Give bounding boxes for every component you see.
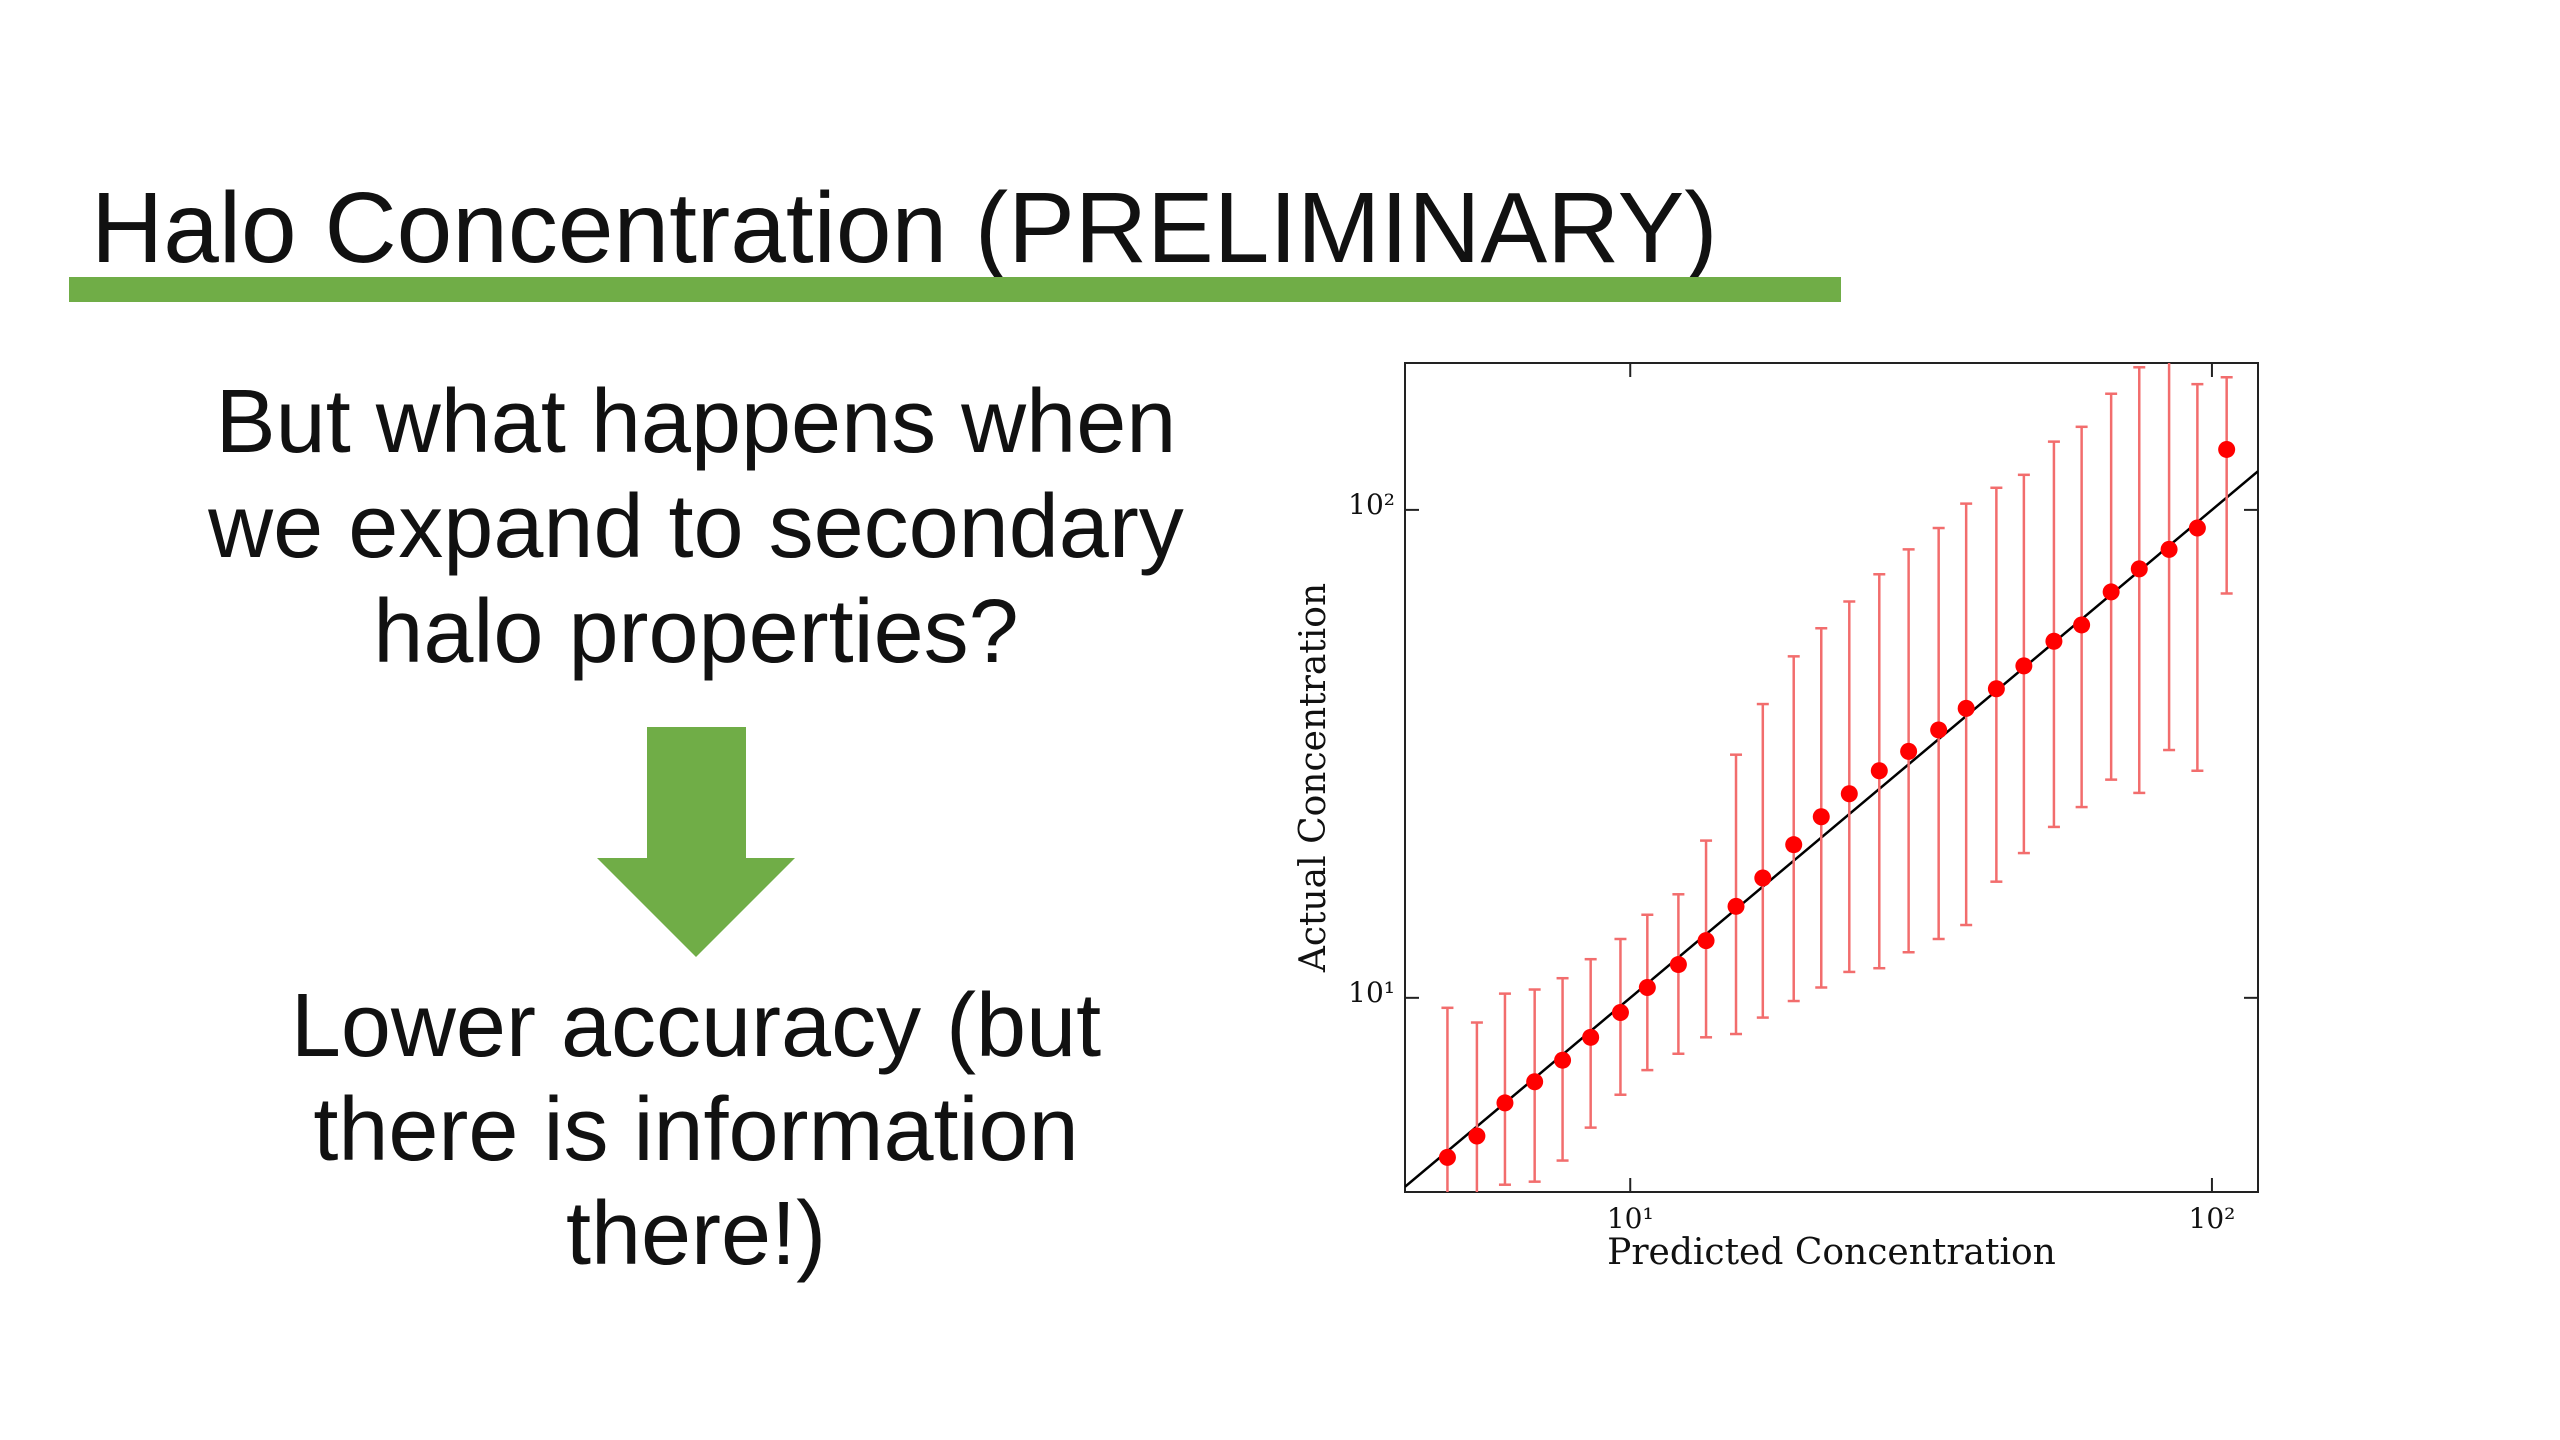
- data-point: [1496, 1094, 1514, 1112]
- data-point: [2130, 560, 2148, 578]
- answer-line: there!): [566, 1184, 826, 1284]
- x-tick-label: 10²: [2189, 1202, 2236, 1235]
- answer-line: Lower accuracy (but: [291, 976, 1101, 1076]
- data-point: [1727, 897, 1745, 915]
- question-line: halo properties?: [373, 582, 1018, 682]
- slide-title: Halo Concentration (PRELIMINARY): [91, 172, 1718, 284]
- data-point: [1987, 680, 2005, 698]
- y-tick-label: 10¹: [1348, 976, 1395, 1009]
- data-point: [2218, 440, 2236, 458]
- plot-frame: [1404, 362, 2259, 1193]
- y-tick-label: 10²: [1348, 488, 1395, 521]
- data-point: [1785, 836, 1803, 854]
- data-point: [1930, 721, 1948, 739]
- arrow-head: [597, 858, 795, 957]
- data-point: [2188, 519, 2206, 537]
- data-point: [1669, 956, 1687, 974]
- data-point: [1638, 978, 1656, 996]
- question-line: we expand to secondary: [207, 477, 1184, 577]
- data-point: [1438, 1148, 1456, 1166]
- data-point: [2015, 657, 2033, 675]
- data-point: [1812, 808, 1830, 826]
- data-point: [1526, 1073, 1544, 1091]
- data-point: [2160, 540, 2178, 558]
- data-point: [1754, 869, 1772, 887]
- data-point: [1900, 742, 1918, 760]
- data-point: [2073, 616, 2091, 634]
- x-axis-label: Predicted Concentration: [1607, 1232, 2056, 1273]
- data-point: [1611, 1004, 1629, 1022]
- title-underline: [69, 277, 1841, 302]
- data-point: [1554, 1051, 1572, 1069]
- question-line: But what happens when: [216, 372, 1177, 472]
- data-point: [1697, 932, 1715, 950]
- arrow-shaft: [647, 727, 746, 859]
- data-point: [2045, 632, 2063, 650]
- data-point: [1840, 785, 1858, 803]
- plot-area: [1405, 363, 2258, 1192]
- chart: 10¹ 10² 10¹ 10² Predicted Concentration Actua…: [1293, 362, 2259, 1273]
- data-point: [1582, 1028, 1600, 1046]
- data-point: [2102, 583, 2120, 601]
- data-point: [1870, 762, 1888, 780]
- x-tick-label: 10¹: [1607, 1202, 1654, 1235]
- data-point: [1468, 1127, 1486, 1145]
- y-axis-label: Actual Concentration: [1293, 583, 1334, 973]
- data-point: [1957, 699, 1975, 717]
- answer-line: there is information: [313, 1080, 1078, 1180]
